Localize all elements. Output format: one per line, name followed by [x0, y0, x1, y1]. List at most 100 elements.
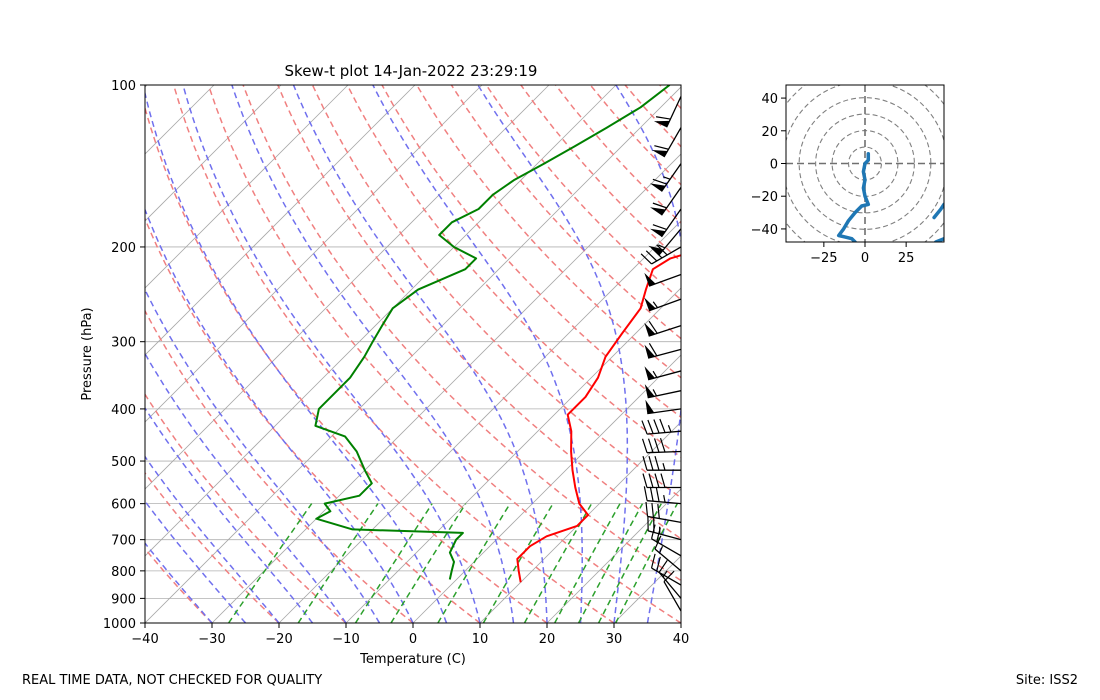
dry-adiabat: [242, 85, 681, 582]
isotherm-line: [613, 555, 681, 623]
dry-adiabat: [624, 85, 681, 148]
wind-barb: [642, 456, 681, 471]
barb-half: [662, 570, 668, 578]
wind-barb: [658, 559, 682, 599]
wind-barb: [650, 553, 682, 586]
barb-half: [659, 545, 664, 554]
barb-flag: [644, 297, 656, 311]
wind-barb: [640, 244, 682, 265]
hodograph-y-tick-label: 0: [770, 158, 778, 173]
wind-barbs: [640, 96, 682, 612]
dry-adiabat: [311, 85, 681, 499]
site-label: Site: ISS2: [1015, 673, 1078, 688]
skew-t-grid: [145, 85, 1100, 623]
barb-full: [656, 556, 661, 572]
barb-full: [651, 502, 655, 518]
wind-barb: [644, 297, 682, 312]
y-tick-label: 200: [111, 241, 136, 256]
x-tick-label: −10: [332, 632, 359, 647]
barb-flag: [650, 228, 666, 237]
hodograph-edge-line: [932, 202, 944, 220]
mixing-ratio-line: [390, 503, 467, 623]
moist-adiabat: [715, 85, 862, 623]
wind-barb: [650, 208, 682, 238]
wind-barb: [645, 501, 682, 523]
hodograph-x-tick-label: 25: [898, 251, 915, 266]
barb-full: [658, 559, 668, 573]
dry-adiabat: [485, 85, 681, 301]
barb-full: [647, 419, 654, 434]
barb-full: [645, 501, 649, 517]
isotherm-line: [278, 220, 681, 623]
y-tick-label: 400: [111, 403, 136, 418]
mixing-ratio-line: [227, 503, 313, 623]
dry-adiabat: [589, 85, 681, 186]
x-tick-label: 0: [409, 632, 417, 647]
barb-staff: [648, 324, 682, 337]
dry-adiabat: [145, 216, 481, 623]
hodograph-ticks: −25 0 25 −40 −20 0 20 40: [751, 92, 915, 266]
dry-adiabat: [277, 85, 681, 540]
barb-full: [648, 456, 654, 471]
y-tick-label: 900: [111, 592, 136, 607]
y-axis-label: Pressure (hPa): [80, 307, 95, 400]
dry-adiabat: [145, 105, 548, 623]
barb-staff: [660, 163, 682, 192]
y-tick-label: 500: [111, 455, 136, 470]
barb-full: [640, 253, 652, 265]
x-tick-label: −20: [265, 632, 292, 647]
barb-full: [659, 438, 666, 453]
y-tick-label: 800: [111, 565, 136, 580]
wind-barb: [643, 486, 682, 505]
barb-staff: [663, 581, 682, 612]
moist-adiabat: [145, 542, 213, 623]
y-tick-label: 700: [111, 534, 136, 549]
x-tick-label: 30: [606, 632, 623, 647]
moist-adiabat: [145, 288, 381, 623]
dry-adiabat: [833, 85, 1100, 623]
wind-barb: [644, 320, 682, 337]
isotherm-line: [145, 85, 550, 490]
dry-adiabat: [207, 85, 681, 623]
barb-full: [659, 418, 666, 433]
moist-adiabat: [680, 619, 681, 623]
barb-flag: [644, 322, 656, 337]
barb-full: [655, 487, 660, 502]
moist-adiabat: [145, 90, 448, 623]
isotherm-line: [145, 86, 681, 623]
wind-barb: [644, 272, 682, 287]
hodograph-ring: [815, 113, 915, 214]
y-tick-label: 600: [111, 498, 136, 513]
isotherm-line: [546, 488, 681, 623]
hodograph-chart: −25 0 25 −40 −20 0 20 40: [751, 84, 945, 266]
mixing-ratio-line: [482, 503, 554, 623]
quality-disclaimer: REAL TIME DATA, NOT CHECKED FOR QUALITY: [22, 673, 323, 688]
x-tick-label: −40: [131, 632, 158, 647]
barb-staff: [647, 348, 682, 359]
dry-adiabat: [145, 309, 414, 623]
barb-full: [641, 438, 648, 453]
x-axis-label: Temperature (C): [359, 652, 466, 667]
dry-adiabat: [450, 85, 681, 340]
wind-barb: [648, 228, 682, 256]
barb-staff: [648, 273, 682, 287]
dewpoint-profile: [314, 85, 671, 580]
barb-full: [650, 553, 656, 569]
moist-adiabat: [145, 499, 247, 623]
wind-barb: [642, 473, 681, 489]
dry-adiabat: [659, 85, 681, 110]
dry-adiabat: [145, 392, 347, 623]
y-axis-ticks: 1000 900 800 700 600 500 400 300 200 100: [103, 79, 145, 632]
mixing-ratio-line: [597, 503, 662, 623]
isotherm-line: [145, 85, 349, 289]
barb-staff: [660, 208, 682, 238]
barb-half: [662, 463, 666, 471]
barb-half: [667, 425, 672, 433]
isotherm-line: [145, 85, 215, 155]
barb-flag: [644, 272, 656, 287]
isotherm-line: [680, 622, 681, 623]
isotherm-line: [145, 85, 617, 557]
hodograph-y-tick-label: −40: [751, 223, 778, 238]
barb-full: [647, 438, 654, 453]
chart-title: Skew-t plot 14-Jan-2022 23:29:19: [285, 62, 538, 80]
